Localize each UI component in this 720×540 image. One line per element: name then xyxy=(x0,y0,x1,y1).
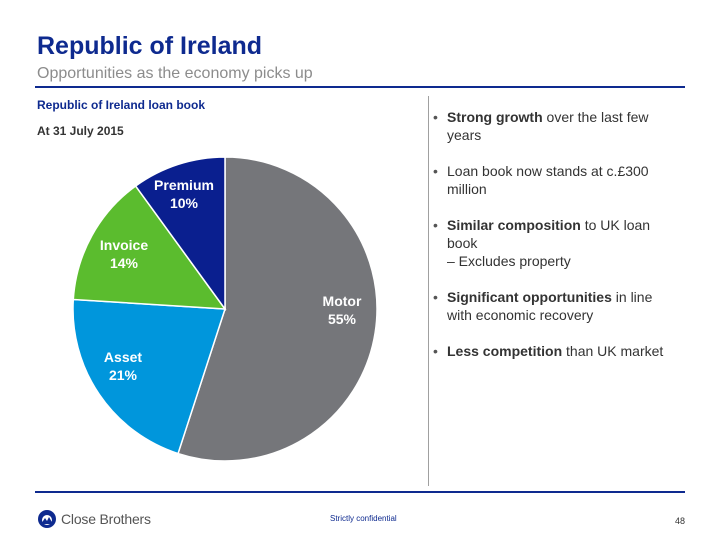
slice-category-label: Invoice xyxy=(100,237,148,253)
slice-category-label: Premium xyxy=(154,177,214,193)
footer-rule xyxy=(35,491,685,493)
close-brothers-logo-icon xyxy=(38,510,56,528)
slice-category-label: Motor xyxy=(323,293,362,309)
logo-text: Close Brothers xyxy=(61,511,151,527)
slice-value-label: 14% xyxy=(110,255,139,271)
bullet-item: Strong growth over the last few years xyxy=(430,108,680,144)
column-divider xyxy=(428,96,429,486)
chart-subheading: At 31 July 2015 xyxy=(37,124,124,138)
bullet-item: Similar composition to UK loan book xyxy=(430,216,680,252)
page-subtitle: Opportunities as the economy picks up xyxy=(37,65,313,82)
chart-heading: Republic of Ireland loan book xyxy=(37,98,206,112)
pie-slice-asset xyxy=(72,298,227,455)
company-logo: Close Brothers xyxy=(37,509,151,529)
pie-slice-invoice xyxy=(72,184,227,310)
slice-value-label: 55% xyxy=(328,311,357,327)
confidential-note: Strictly confidential xyxy=(330,514,397,523)
page-title: Republic of Ireland xyxy=(37,32,263,60)
sub-bullet-item: – Excludes property xyxy=(447,253,571,269)
pie-slice-motor xyxy=(177,156,378,462)
bullet-list: Strong growth over the last few years Lo… xyxy=(430,108,680,378)
slice-category-label: Asset xyxy=(104,349,142,365)
slice-value-label: 21% xyxy=(109,367,138,383)
header-rule xyxy=(35,86,685,88)
pie-slice-premium xyxy=(134,156,226,312)
pie-chart: Motor 55% Asset 21% Invoice 14% Premium 10% xyxy=(72,156,378,462)
bullet-item: Less competition than UK market xyxy=(430,342,680,360)
page-number: 48 xyxy=(675,516,686,526)
slice-value-label: 10% xyxy=(170,195,199,211)
bullet-item: Significant opportunities in line with e… xyxy=(430,288,680,324)
bullet-item: Loan book now stands at c.£300 million xyxy=(430,162,680,198)
